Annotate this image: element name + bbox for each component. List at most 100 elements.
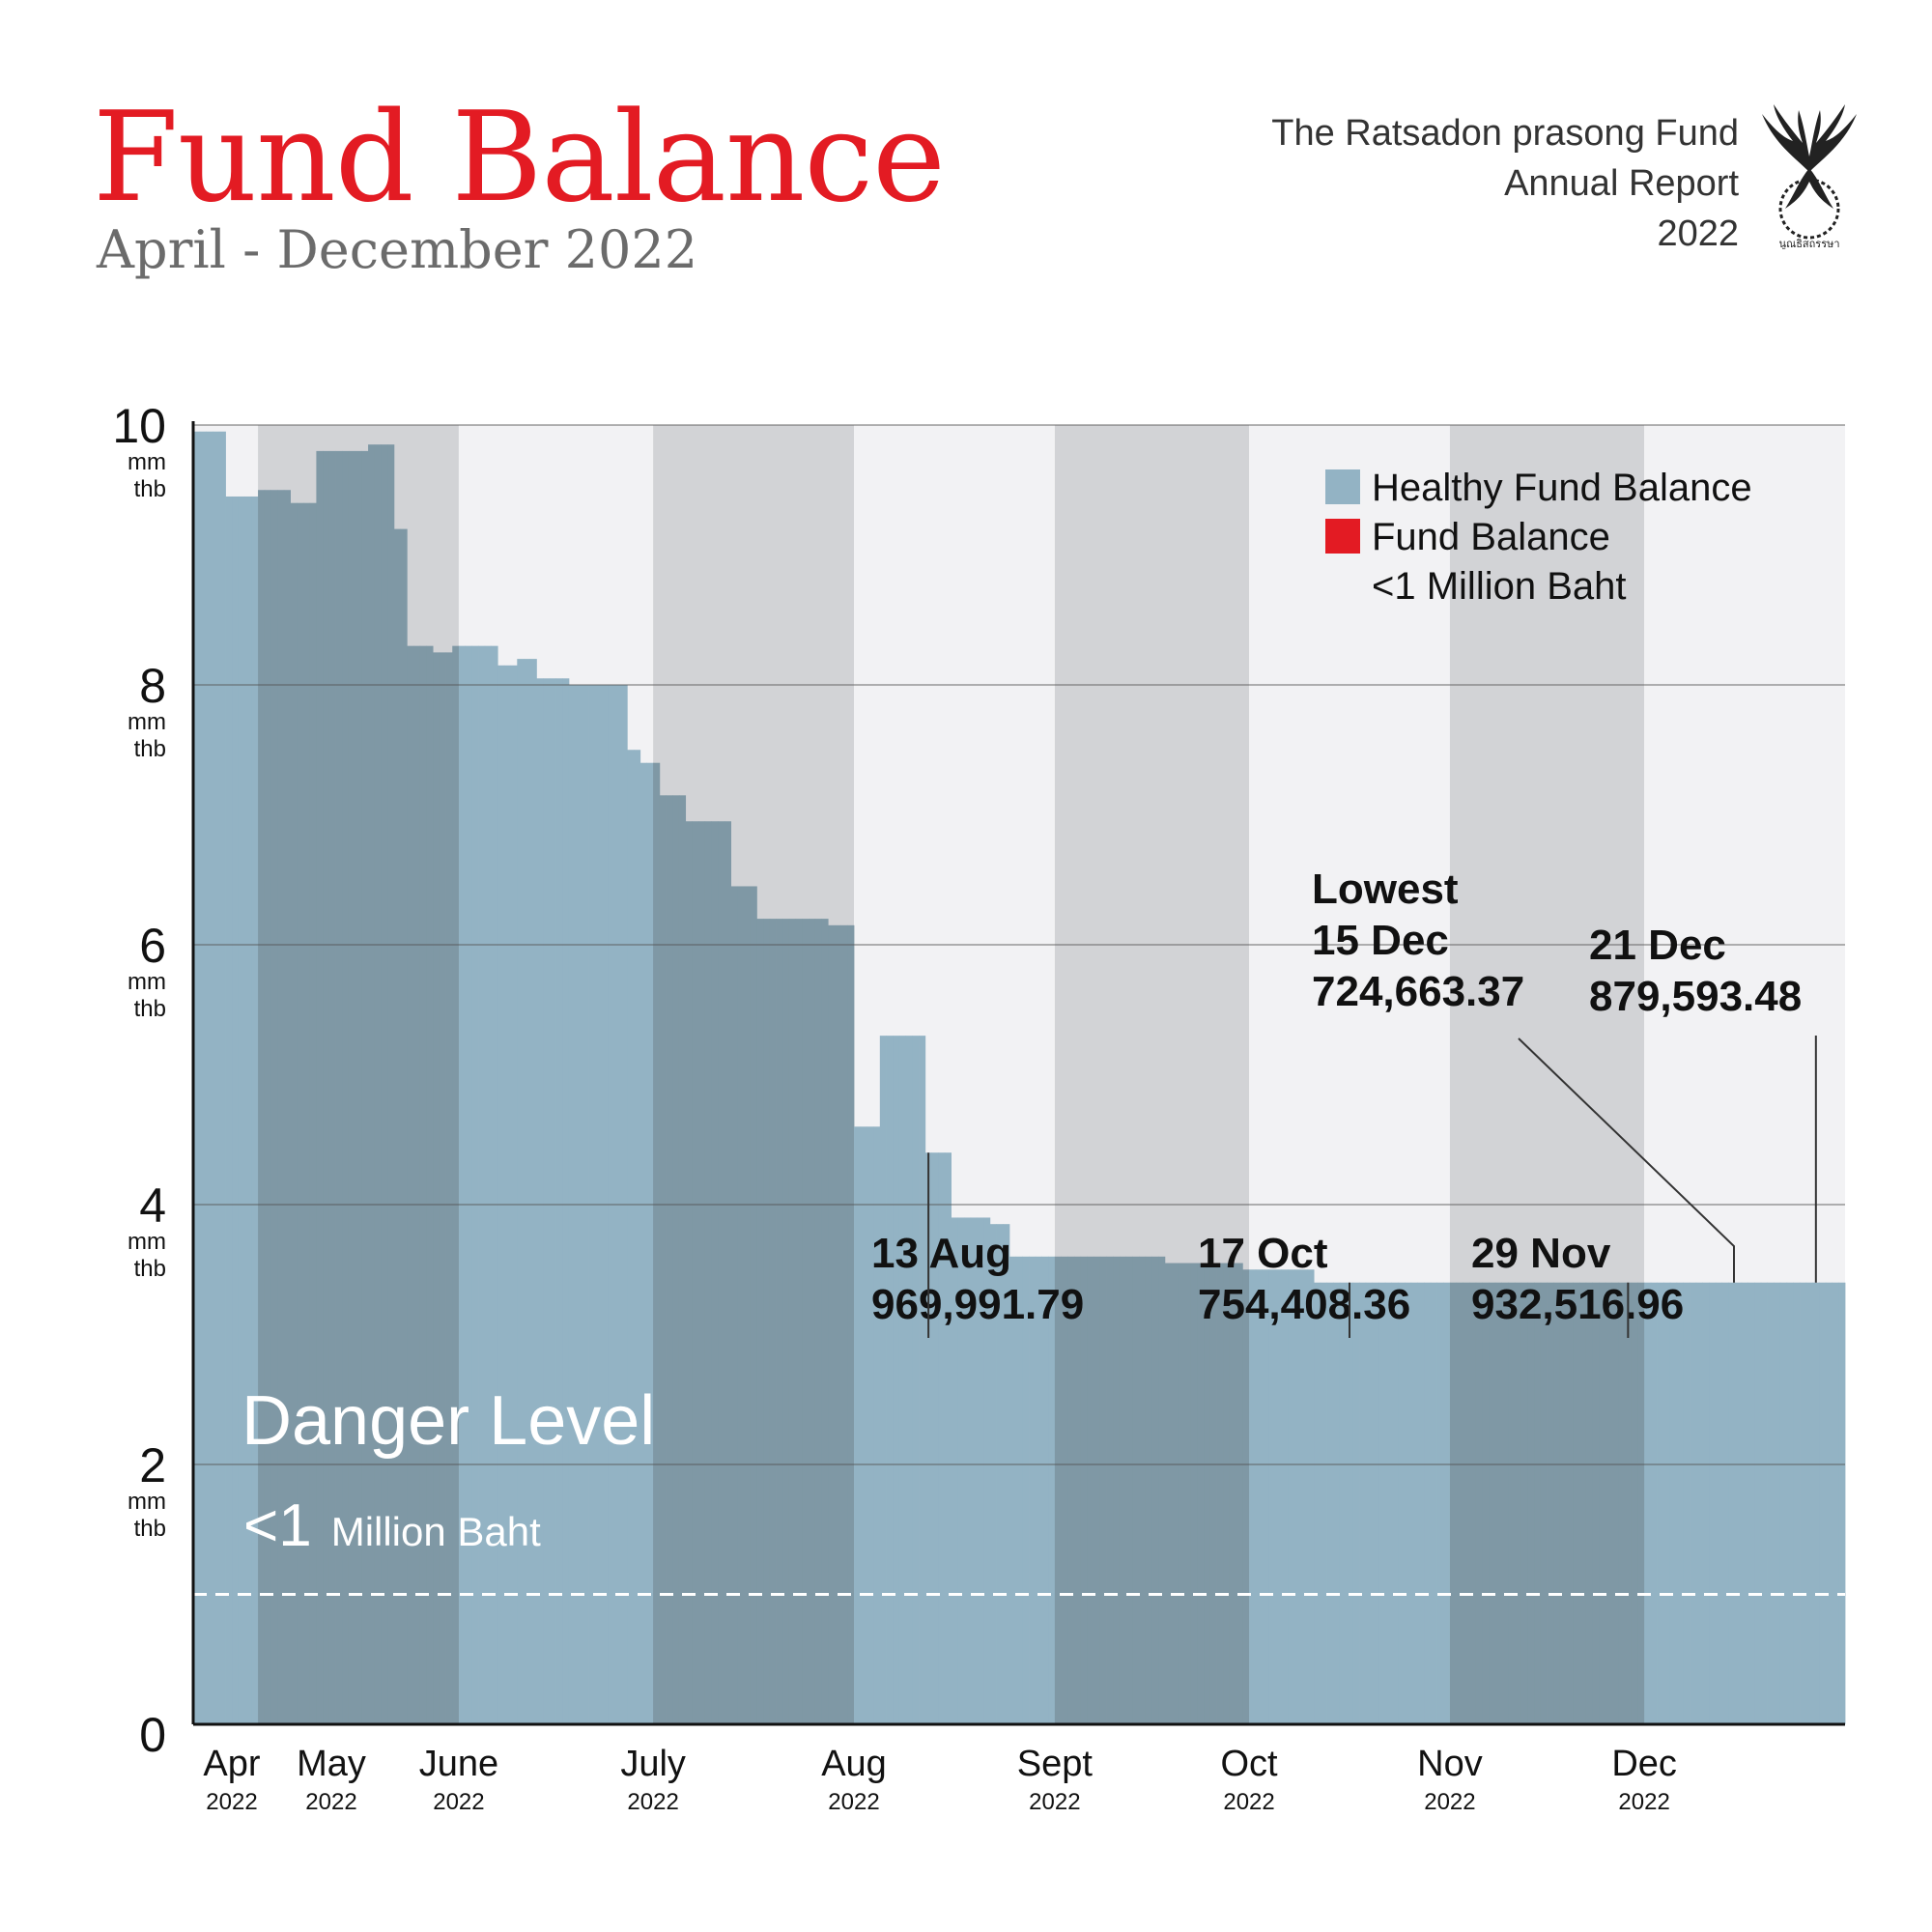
bar <box>1262 1269 1269 1724</box>
bar <box>1132 1256 1140 1724</box>
x-year-label: 2022 <box>1618 1789 1669 1815</box>
x-month-label: Oct <box>1220 1744 1278 1784</box>
bar <box>1314 1282 1321 1724</box>
y-tick-unit: thb <box>134 736 166 762</box>
bar <box>283 490 291 1724</box>
bar <box>536 678 544 1724</box>
bar <box>381 444 388 1724</box>
bar <box>685 821 693 1724</box>
bar <box>634 750 641 1724</box>
annotation-text: 879,593.48 <box>1589 973 1802 1020</box>
bar <box>1709 1282 1717 1724</box>
bar <box>639 762 647 1724</box>
bar <box>1164 1263 1172 1724</box>
bar <box>1151 1256 1159 1724</box>
x-year-label: 2022 <box>1029 1789 1080 1815</box>
bar <box>1695 1282 1703 1724</box>
bar <box>1683 1282 1690 1724</box>
bar <box>666 795 673 1724</box>
bar <box>1359 1282 1367 1724</box>
annotation-text: 13 Aug <box>871 1230 1011 1277</box>
bar <box>1339 1282 1348 1724</box>
bar <box>1113 1256 1121 1724</box>
bar <box>1611 1282 1619 1724</box>
y-tick-label: 2 <box>139 1438 166 1492</box>
bar <box>328 450 336 1724</box>
bar <box>776 919 783 1724</box>
bar <box>1579 1282 1587 1724</box>
bar <box>1494 1282 1502 1724</box>
bar <box>627 750 635 1724</box>
y-tick-unit: mm <box>128 449 166 475</box>
bar <box>1469 1282 1477 1724</box>
bar <box>1022 1256 1030 1724</box>
bar <box>529 659 537 1724</box>
bar <box>393 528 401 1724</box>
bar <box>1054 1256 1062 1724</box>
bar <box>1274 1269 1282 1724</box>
bar <box>290 502 298 1725</box>
bar <box>1061 1256 1068 1724</box>
bar <box>1190 1263 1198 1724</box>
bar <box>1482 1282 1490 1724</box>
bar <box>323 450 330 1724</box>
bar <box>867 1126 874 1724</box>
bar <box>1605 1282 1612 1724</box>
bar <box>1663 1282 1671 1724</box>
bar <box>1139 1256 1147 1724</box>
bar <box>225 496 233 1724</box>
bar <box>555 678 563 1724</box>
bar <box>524 659 531 1724</box>
bar <box>828 924 836 1724</box>
bar <box>1767 1282 1775 1724</box>
page-title: Fund Balance <box>93 86 946 230</box>
bar <box>213 431 220 1725</box>
bar <box>1463 1282 1470 1724</box>
bar <box>497 665 505 1725</box>
bar <box>1209 1263 1217 1724</box>
bar <box>834 924 841 1724</box>
bar <box>1242 1269 1250 1724</box>
bar <box>1074 1256 1082 1724</box>
bar <box>1158 1256 1166 1724</box>
bar <box>1326 1282 1334 1724</box>
bar <box>1832 1282 1839 1724</box>
y-tick-unit: thb <box>134 996 166 1022</box>
phoenix-logo-icon: นูณธิสถรรษา <box>1762 104 1857 249</box>
y-tick-label: 0 <box>139 1708 166 1762</box>
x-year-label: 2022 <box>433 1789 484 1815</box>
annotation-text: 21 Dec <box>1589 922 1726 969</box>
bar <box>795 919 803 1724</box>
bar <box>355 450 362 1724</box>
y-tick-unit: mm <box>128 1229 166 1255</box>
bar <box>1534 1282 1542 1724</box>
bar <box>517 659 525 1724</box>
bar <box>912 1036 920 1724</box>
bar <box>919 1036 926 1724</box>
bar <box>193 431 201 1725</box>
bar <box>704 821 712 1724</box>
bar <box>297 502 304 1725</box>
bar <box>1281 1269 1289 1724</box>
bar <box>1456 1282 1463 1724</box>
bar <box>1631 1282 1638 1724</box>
bar <box>1515 1282 1522 1724</box>
bar <box>1547 1282 1554 1724</box>
bar <box>1475 1282 1483 1724</box>
bar <box>264 490 271 1724</box>
y-tick-unit: mm <box>128 1489 166 1515</box>
bar <box>218 431 226 1725</box>
bar <box>316 450 324 1724</box>
y-tick-label: 8 <box>139 659 166 713</box>
bar <box>678 795 687 1724</box>
annotation-text: 754,408.36 <box>1198 1281 1410 1328</box>
bar <box>737 886 745 1724</box>
bar <box>1657 1282 1664 1724</box>
bar <box>1106 1256 1114 1724</box>
bar <box>1067 1256 1075 1724</box>
bar <box>387 444 395 1724</box>
x-month-label: Sept <box>1017 1744 1094 1784</box>
bar <box>1676 1282 1684 1724</box>
x-year-label: 2022 <box>828 1789 879 1815</box>
bar <box>1099 1256 1107 1724</box>
